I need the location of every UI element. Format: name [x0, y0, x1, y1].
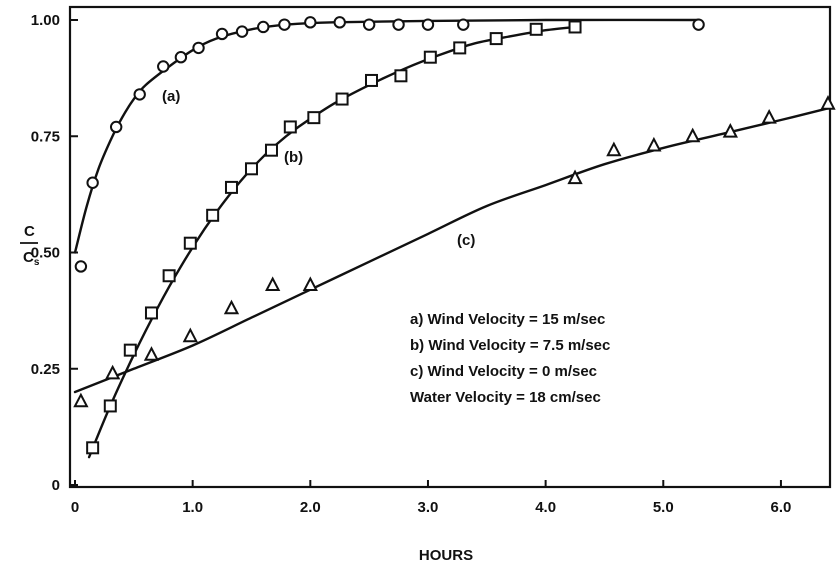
series-c-point: [223, 299, 240, 315]
series-b-point: [489, 32, 503, 46]
series-c-point: [265, 276, 281, 292]
series-b-point: [183, 236, 197, 250]
y-tick-label: 0.50: [31, 245, 60, 262]
series-c-point: [646, 136, 662, 152]
curve-label-b: (b): [284, 149, 303, 166]
y-tick-label: 0.25: [31, 361, 60, 378]
curve-c: [73, 107, 830, 394]
series-b-point: [453, 41, 467, 55]
series-a-point: [333, 16, 346, 29]
series-a-point: [421, 18, 435, 31]
series-a-point: [109, 120, 123, 134]
series-a-point: [157, 60, 170, 73]
series-a-point: [278, 18, 291, 31]
x-tick-label: 6.0: [771, 499, 792, 516]
series-c-point: [685, 127, 701, 143]
y-tick-label: 1.00: [31, 12, 60, 29]
x-tick-label: 0: [71, 499, 79, 516]
series-a-point: [692, 18, 705, 31]
series-a-point: [74, 260, 88, 273]
series-c-point: [820, 95, 836, 110]
y-axis-label-numerator: C: [24, 223, 35, 240]
x-tick-label: 3.0: [418, 499, 439, 516]
series-b-point: [423, 50, 437, 64]
x-tick-label: 4.0: [535, 499, 556, 516]
legend-note-water: Water Velocity = 18 cm/sec: [410, 389, 601, 406]
svg-text:Cs: Cs: [23, 249, 40, 268]
series-a-point: [86, 176, 99, 189]
x-axis: 0 1.0 2.0 3.0 4.0 5.0 6.0: [71, 480, 792, 516]
series-a-point: [304, 16, 317, 29]
y-axis-label-denominator: C: [23, 249, 34, 266]
series-b-point: [364, 73, 378, 87]
series-b-point: [144, 306, 158, 320]
legend-note-b: b) Wind Velocity = 7.5 m/sec: [410, 337, 610, 354]
series-b-point: [264, 143, 278, 157]
legend-note-c: c) Wind Velocity = 0 m/sec: [410, 363, 597, 380]
series-c-point: [143, 346, 160, 361]
series-b-point: [307, 111, 321, 125]
series-b-point: [162, 269, 176, 283]
y-axis: 0 0.25 0.50 0.75 1.00: [31, 12, 78, 494]
y-axis-label: C Cs: [20, 223, 40, 268]
plot-frame: [68, 5, 832, 489]
series-b-point: [244, 162, 258, 176]
series-b-point: [394, 69, 408, 83]
x-tick-label: 1.0: [182, 499, 203, 516]
series-a-point: [392, 18, 405, 31]
curve-a: [73, 18, 700, 254]
legend-note-a: a) Wind Velocity = 15 m/sec: [410, 311, 605, 328]
series-b-point: [206, 208, 220, 222]
data-markers: [73, 16, 836, 455]
x-axis-label: HOURS: [419, 547, 473, 564]
series-b-point: [123, 343, 137, 357]
series-c-point: [105, 364, 121, 380]
y-tick-label: 0.75: [31, 128, 60, 145]
series-c-point: [761, 108, 777, 124]
series-b-point: [224, 180, 238, 194]
series-c-point: [182, 327, 198, 343]
series-c-point: [722, 122, 738, 138]
series-a-point: [192, 41, 205, 55]
y-tick-label: 0: [52, 477, 60, 494]
series-c-point: [567, 169, 583, 185]
x-tick-label: 5.0: [653, 499, 674, 516]
curve-label-c: (c): [457, 232, 475, 249]
legend-notes: a) Wind Velocity = 15 m/sec b) Wind Velo…: [410, 311, 610, 406]
series-b-point: [335, 92, 349, 106]
series-b-point: [568, 20, 582, 34]
series-b-point: [283, 120, 297, 134]
curve-label-a: (a): [162, 88, 180, 105]
x-tick-label: 2.0: [300, 499, 321, 516]
series-a-point: [362, 18, 376, 31]
series-c-point: [606, 141, 622, 157]
series-c-point: [302, 276, 318, 292]
series-a-point: [457, 18, 470, 31]
series-b-point: [86, 441, 100, 455]
series-c-point: [73, 392, 89, 408]
series-a-point: [257, 20, 270, 34]
series-a-point: [174, 51, 188, 64]
series-b-point: [529, 22, 543, 36]
series-a-point: [235, 25, 249, 38]
y-axis-label-subscript: s: [34, 257, 40, 268]
series-a-point: [215, 27, 229, 41]
series-b-point: [103, 399, 117, 413]
series-a-point: [133, 88, 146, 101]
